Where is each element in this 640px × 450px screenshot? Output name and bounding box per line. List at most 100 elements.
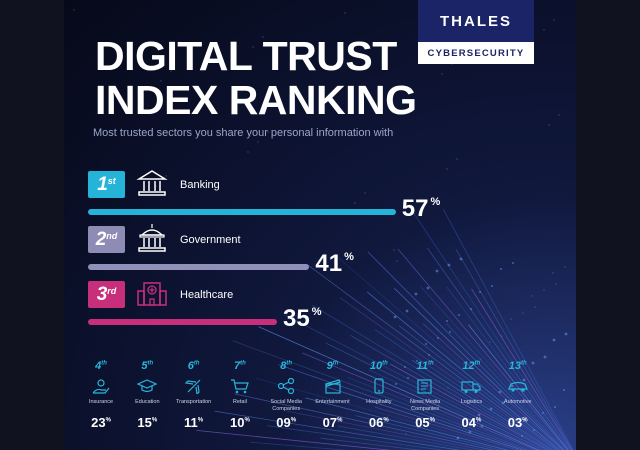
sector-label: Healthcare [180,289,234,301]
percent-sign: % [337,417,343,424]
value-number: 04 [461,415,476,430]
percent-sign: % [522,417,528,424]
infographic-panel [64,0,576,450]
car-icon [507,381,528,392]
percent-sign: % [197,417,204,424]
rank-number: 3 [96,283,108,305]
shopping-cart-icon [230,379,249,394]
value-number: 35 [283,305,310,332]
rank-number: 12 [462,360,475,372]
value-number: 05 [415,415,430,430]
value-number: 03 [507,415,523,430]
sector-column: 5th Education 15% [126,360,168,430]
rank-number: 10 [369,360,383,372]
value-number: 09 [276,415,291,430]
rank-number: 4 [95,360,102,372]
rank-number: 9 [326,360,333,372]
sector-label: Social Media Companies [270,399,302,412]
rank-suffix: th [520,360,527,367]
rank-suffix: th [147,360,154,367]
sector-column: 10th Hospitality 06% [358,360,400,430]
government-building-icon [138,224,166,252]
truck-icon [461,381,481,393]
sector-rank: 6th [173,360,215,372]
brand-division: CYBERSECURITY [427,47,525,59]
bar-healthcare [88,319,277,325]
sector-value: 11% [173,415,215,430]
subtitle: Most trusted sectors you share your pers… [93,127,394,139]
sector-value: 09% [265,415,307,430]
percent-sign: % [344,251,354,263]
rank-suffix: nd [106,231,118,241]
sector-rank: 10th [358,360,400,372]
rank-suffix: th [474,360,481,367]
rank-number: 5 [141,360,148,372]
rank-number: 11 [416,360,428,372]
value-label: 57% [402,195,440,223]
percent-sign: % [105,417,111,424]
hospital-icon [137,282,167,306]
sector-rank: 5th [126,360,168,372]
percent-sign: % [290,417,297,424]
sector-rank: 4th [80,360,122,372]
sector-label: Government [180,234,241,246]
sector-column: 6th Transportation 11% [173,360,215,430]
rank-suffix: th [427,360,434,367]
sector-column: 7th Retail 10% [219,360,261,430]
value-number: 15 [137,415,152,430]
right-margin [576,0,640,450]
sector-value: 06% [358,415,400,430]
sector-column: 4th Insurance 23% [80,360,122,430]
value-number: 10 [229,415,245,430]
rank-number: 2 [95,228,107,250]
sector-label: Education [135,399,160,405]
sector-rank: 13th [497,360,539,372]
rank-suffix: st [107,176,116,186]
value-number: 23 [91,415,106,430]
value-label: 41% [315,250,353,278]
bar-track [88,209,396,215]
title-line-1: DIGITAL TRUST [95,33,397,79]
sector-value: 07% [312,415,354,430]
sector-column: 12th Logistics 04% [450,360,492,430]
sector-value: 23% [80,415,122,430]
sector-label: Logistics [460,399,483,405]
sector-column: 11th News Media Companies 05% [404,360,446,430]
bank-icon [136,170,168,196]
share-icon [278,378,295,394]
bar-banking [88,209,396,215]
rank-number: 7 [233,360,241,372]
sector-label: Hospitality [366,399,392,405]
rank-suffix: rd [107,286,117,296]
thales-logo: THALES CYBERSECURITY [418,0,534,64]
sector-value: 03% [497,415,539,430]
value-number: 06 [368,415,384,430]
value-number: 11 [184,415,198,430]
newspaper-icon [417,379,432,394]
title-line-2: INDEX RANKING [95,77,417,123]
rank-suffix: th [101,360,107,367]
rank-suffix: th [240,360,246,367]
sector-rank: 9th [312,360,354,372]
graduation-cap-icon [137,379,158,393]
rank-number: 6 [187,360,194,372]
sector-label: Transportation [175,399,212,405]
airplane-icon [184,379,201,394]
rank-suffix: th [382,360,388,367]
sector-label: Insurance [88,399,114,405]
brand-name: THALES [418,0,534,42]
rank-suffix: th [286,360,293,367]
rank-suffix: th [332,360,339,367]
sector-value: 04% [450,415,492,430]
percent-sign: % [475,417,482,424]
percent-sign: % [429,417,435,424]
sector-column: 8th Social Media Companies 09% [265,360,307,430]
percent-sign: % [430,196,441,208]
value-number: 41 [315,250,343,277]
sector-label: News Media Companies [409,399,441,412]
percent-sign: % [383,417,389,424]
